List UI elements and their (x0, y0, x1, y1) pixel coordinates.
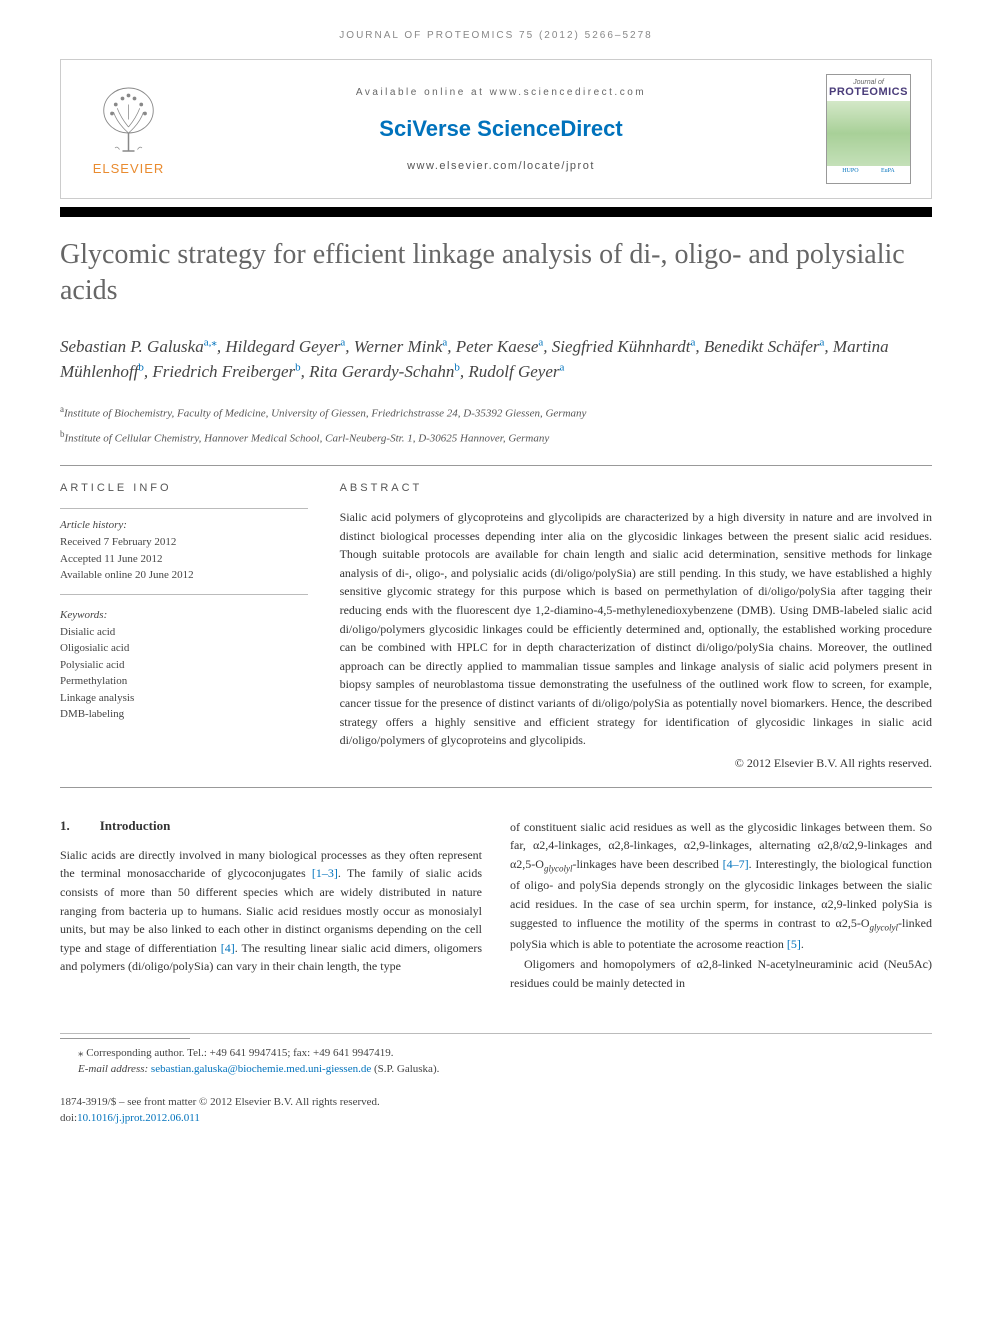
email-label: E-mail address: (78, 1063, 148, 1075)
footer-rule (60, 1038, 190, 1039)
keyword-item: Oligosialic acid (60, 640, 308, 657)
section-title: Introduction (100, 818, 171, 834)
journal-cover-thumbnail: Journal of PROTEOMICS HUPO EuPA (826, 74, 911, 184)
doi-label: doi: (60, 1112, 77, 1124)
footer-section: ⁎ Corresponding author. Tel.: +49 641 99… (60, 1033, 932, 1127)
keyword-item: Disialic acid (60, 624, 308, 641)
black-divider-bar (60, 207, 932, 217)
author-9: , Rita Gerardy-Schahn (301, 362, 455, 381)
author-10-affil: a (560, 362, 565, 374)
author-1: Sebastian P. Galuska (60, 337, 204, 356)
abstract-label: ABSTRACT (340, 482, 932, 494)
ref-link[interactable]: [4–7] (723, 857, 749, 871)
elsevier-logo: ELSEVIER (81, 74, 176, 184)
keyword-item: Polysialic acid (60, 657, 308, 674)
article-title: Glycomic strategy for efficient linkage … (60, 237, 932, 310)
ref-link[interactable]: [1–3] (312, 866, 338, 880)
elsevier-text: ELSEVIER (93, 161, 165, 176)
doi-link[interactable]: 10.1016/j.jprot.2012.06.011 (77, 1112, 200, 1124)
author-5: , Siegfried Kühnhardt (543, 337, 690, 356)
footer-bottom: 1874-3919/$ – see front matter © 2012 El… (60, 1094, 932, 1127)
affiliation-a: aInstitute of Biochemistry, Faculty of M… (60, 403, 932, 422)
ref-link[interactable]: [5] (787, 937, 801, 951)
sciverse-brand-part1: SciVerse (379, 116, 471, 141)
article-info-label: ARTICLE INFO (60, 482, 308, 494)
journal-cover-small-label: Journal of (853, 79, 884, 86)
keyword-item: Linkage analysis (60, 690, 308, 707)
page-container: JOURNAL OF PROTEOMICS 75 (2012) 5266–527… (0, 0, 992, 1167)
subscript-glycolyl: glycolyl (870, 922, 899, 932)
cover-logo-eupa: EuPA (881, 168, 895, 174)
author-8: , Friedrich Freiberger (144, 362, 295, 381)
corresponding-author-info: ⁎ Corresponding author. Tel.: +49 641 99… (60, 1045, 932, 1078)
article-info-section: ARTICLE INFO Article history: Received 7… (60, 465, 932, 788)
keywords-label: Keywords: (60, 609, 308, 621)
intro-paragraph-right: of constituent sialic acid residues as w… (510, 818, 932, 954)
copyright-line: © 2012 Elsevier B.V. All rights reserved… (340, 756, 932, 771)
author-3: , Werner Mink (345, 337, 442, 356)
sciverse-logo: SciVerse ScienceDirect (176, 116, 826, 142)
history-accepted: Accepted 11 June 2012 (60, 551, 308, 568)
journal-cover-footer-logos: HUPO EuPA (827, 166, 910, 176)
history-label: Article history: (60, 519, 308, 531)
available-online-text: Available online at www.sciencedirect.co… (176, 87, 826, 98)
intro-paragraph-left: Sialic acids are directly involved in ma… (60, 846, 482, 976)
journal-url: www.elsevier.com/locate/jprot (176, 160, 826, 172)
journal-header-box: ELSEVIER Available online at www.science… (60, 59, 932, 199)
email-link[interactable]: sebastian.galuska@biochemie.med.uni-gies… (151, 1063, 371, 1075)
authors-list: Sebastian P. Galuskaa,⁎, Hildegard Geyer… (60, 334, 932, 385)
intro-paragraph-right-2: Oligomers and homopolymers of α2,8-linke… (510, 955, 932, 992)
section-heading-intro: 1. Introduction (60, 818, 482, 834)
journal-cover-image (827, 101, 910, 166)
article-history-box: Article history: Received 7 February 201… (60, 508, 308, 595)
running-header: JOURNAL OF PROTEOMICS 75 (2012) 5266–527… (60, 30, 932, 41)
body-column-right: of constituent sialic acid residues as w… (510, 818, 932, 993)
body-column-left: 1. Introduction Sialic acids are directl… (60, 818, 482, 993)
affiliation-b: bInstitute of Cellular Chemistry, Hannov… (60, 428, 932, 447)
history-received: Received 7 February 2012 (60, 534, 308, 551)
issn-copyright: 1874-3919/$ – see front matter © 2012 El… (60, 1094, 932, 1111)
keyword-item: DMB-labeling (60, 706, 308, 723)
author-6: , Benedikt Schäfer (695, 337, 819, 356)
corresponding-text: Corresponding author. Tel.: +49 641 9947… (86, 1047, 393, 1059)
section-number: 1. (60, 818, 70, 834)
header-center: Available online at www.sciencedirect.co… (176, 87, 826, 172)
journal-cover-title: PROTEOMICS (829, 86, 908, 98)
elsevier-tree-icon (91, 82, 166, 157)
abstract-panel: ABSTRACT Sialic acid polymers of glycopr… (322, 466, 932, 787)
author-10: , Rudolf Geyer (460, 362, 560, 381)
email-suffix: (S.P. Galuska). (374, 1063, 439, 1075)
article-info-panel: ARTICLE INFO Article history: Received 7… (60, 466, 322, 787)
ref-link[interactable]: [4] (221, 941, 235, 955)
body-columns: 1. Introduction Sialic acids are directl… (60, 818, 932, 993)
cover-logo-hupo: HUPO (842, 168, 858, 174)
author-4: , Peter Kaese (447, 337, 538, 356)
author-2: , Hildegard Geyer (217, 337, 341, 356)
subscript-glycolyl: glycolyl (544, 863, 573, 873)
history-online: Available online 20 June 2012 (60, 567, 308, 584)
keyword-item: Permethylation (60, 673, 308, 690)
abstract-text: Sialic acid polymers of glycoproteins an… (340, 508, 932, 750)
